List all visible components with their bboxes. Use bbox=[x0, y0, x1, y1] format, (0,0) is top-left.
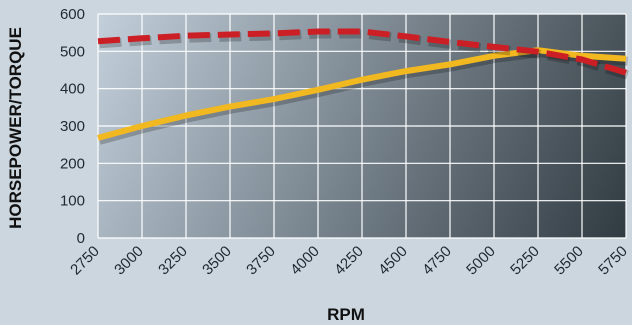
grid bbox=[97, 13, 627, 239]
y-tick-label: 200 bbox=[60, 155, 85, 172]
x-tick-label: 2750 bbox=[67, 243, 103, 279]
x-tick-label: 5000 bbox=[463, 243, 499, 279]
y-tick-label: 100 bbox=[60, 193, 85, 210]
x-tick-label: 3500 bbox=[199, 243, 235, 279]
x-tick-label: 4750 bbox=[419, 243, 455, 279]
y-axis-title: HORSEPOWER/TORQUE bbox=[6, 27, 25, 229]
x-tick-label: 4500 bbox=[375, 243, 411, 279]
x-tick-label: 5250 bbox=[507, 243, 543, 279]
x-axis-title: RPM bbox=[327, 305, 365, 324]
y-tick-label: 500 bbox=[60, 43, 85, 60]
x-tick-labels: 2750 3000 3250 3500 3750 4000 4250 4500 4750 5000… bbox=[67, 243, 631, 279]
x-tick-label: 3000 bbox=[111, 243, 147, 279]
x-tick-label: 4250 bbox=[331, 243, 367, 279]
series-2-shadow bbox=[99, 29, 629, 80]
torque-curve-line bbox=[97, 28, 627, 76]
y-tick-label: 600 bbox=[60, 6, 85, 23]
y-tick-labels: 0 100 200 300 400 500 600 bbox=[60, 6, 85, 247]
y-tick-label: 300 bbox=[60, 118, 85, 135]
x-tick-label: 5500 bbox=[551, 243, 587, 279]
y-tick-label: 0 bbox=[77, 230, 85, 247]
y-tick-label: 400 bbox=[60, 81, 85, 98]
x-tick-label: 3750 bbox=[243, 243, 279, 279]
x-tick-label: 5750 bbox=[595, 243, 631, 279]
x-tick-label: 3250 bbox=[155, 243, 191, 279]
series-lines bbox=[97, 28, 629, 145]
x-tick-label: 4000 bbox=[287, 243, 323, 279]
